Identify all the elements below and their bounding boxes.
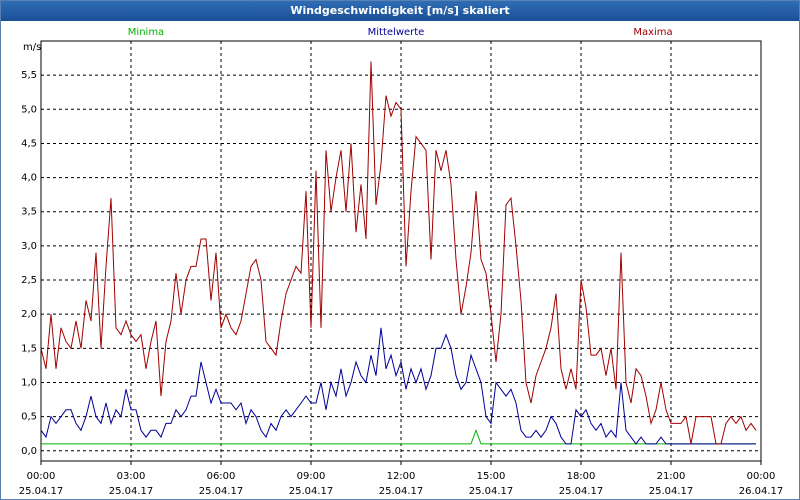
y-tick-label: 2,5: [21, 275, 37, 286]
x-tick-label: 00:00: [27, 471, 56, 482]
x-tick-label: 06:00: [207, 471, 236, 482]
x-tick-date: 25.04.17: [469, 486, 514, 497]
y-tick-label: 1,0: [21, 377, 37, 388]
y-axis-label: m/s: [23, 42, 41, 53]
x-tick-date: 25.04.17: [289, 486, 334, 497]
y-tick-label: 2,0: [21, 309, 37, 320]
x-tick-label: 03:00: [117, 471, 146, 482]
y-tick-label: 4,5: [21, 138, 37, 149]
x-tick-label: 12:00: [387, 471, 416, 482]
y-tick-label: 0,5: [21, 412, 37, 423]
legend-entry: Mittelwerte: [368, 27, 425, 38]
x-tick-label: 15:00: [477, 471, 506, 482]
x-tick-date: 25.04.17: [199, 486, 244, 497]
x-tick-label: 09:00: [297, 471, 326, 482]
y-tick-label: 4,0: [21, 173, 37, 184]
y-tick-label: 5,0: [21, 104, 37, 115]
plot-border: [40, 40, 762, 462]
x-tick-date: 25.04.17: [109, 486, 154, 497]
y-tick-label: 5,5: [21, 70, 37, 81]
y-tick-label: 1,5: [21, 343, 37, 354]
x-tick-date: 25.04.17: [559, 486, 604, 497]
legend-entry: Minima: [128, 27, 164, 38]
series-line: [40, 61, 757, 445]
x-tick-label: 00:00: [747, 471, 776, 482]
window-title: Windgeschwindigkeit [m/s] skaliert: [1, 1, 799, 21]
legend-entry: Maxima: [633, 27, 672, 38]
chart: 0,0 0,5 1,0 1,5 2,0 2,5 3,0 3,5 4,0 4,5 5,0 5,5 00:0…: [19, 27, 784, 497]
x-tick-date: 25.04.17: [19, 486, 64, 497]
x-tick-label: 21:00: [657, 471, 686, 482]
series-line: [41, 428, 756, 445]
x-tick-date: 25.04.17: [649, 486, 694, 497]
y-tick-label: 3,5: [21, 207, 37, 218]
x-tick-date: 26.04.17: [739, 486, 784, 497]
series-line: [40, 327, 756, 445]
x-tick-date: 25.04.17: [379, 486, 424, 497]
y-tick-label: 3,0: [21, 241, 37, 252]
y-tick-label: 0,0: [21, 446, 37, 457]
x-tick-label: 18:00: [567, 471, 596, 482]
